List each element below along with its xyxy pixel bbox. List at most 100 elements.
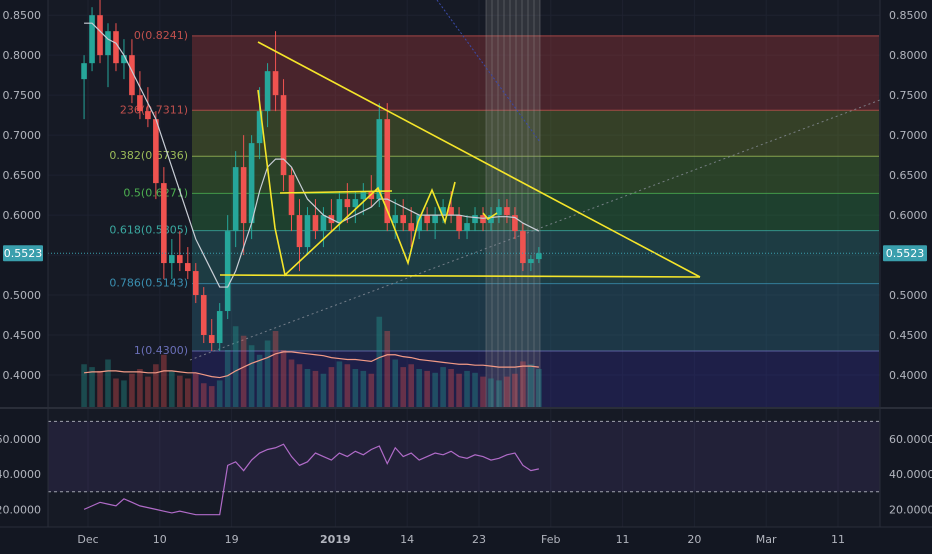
fib-level-label: 0(0.8241) <box>134 29 188 42</box>
time-axis-label: 23 <box>472 533 486 546</box>
triangle-upper-line <box>257 41 701 278</box>
volume-bar <box>456 373 462 407</box>
volume-bar <box>145 376 151 407</box>
volume-bar <box>344 364 351 407</box>
time-axis-label: 2019 <box>320 533 351 546</box>
candle-body <box>536 253 542 260</box>
rsi-axis-tick: 20.0000 <box>889 503 932 516</box>
rsi-axis-tick: 60.0000 <box>889 433 932 446</box>
volume-bar <box>432 372 438 407</box>
volume-bar <box>424 370 430 407</box>
rsi-band <box>48 421 880 492</box>
candle-body <box>256 111 263 144</box>
candle-body <box>264 71 271 112</box>
moving-average-line <box>84 22 540 288</box>
volume-bar <box>384 331 391 407</box>
volume-bar <box>472 372 478 407</box>
rsi-line <box>83 443 539 516</box>
price-axis-tick-left: 0.8500 <box>3 9 42 22</box>
candle-body <box>81 63 87 80</box>
fib-level-label: 236(0.7311) <box>120 103 188 116</box>
time-axis-label: 11 <box>616 533 630 546</box>
volume-ma-line <box>83 351 539 379</box>
volume-bar <box>448 369 454 407</box>
price-axis-tick: 0.4500 <box>889 329 928 342</box>
volume-bar <box>328 367 335 407</box>
candle-body <box>520 231 526 264</box>
volume-bar <box>312 370 319 407</box>
volume-bar <box>264 340 271 407</box>
candle-body <box>424 215 430 224</box>
volume-bar <box>400 367 407 407</box>
volume-bar <box>121 380 127 407</box>
volume-bar <box>360 370 367 407</box>
candle-body <box>153 119 159 184</box>
candle-body <box>161 183 167 264</box>
volume-bar <box>153 364 159 407</box>
fib-zone <box>192 35 879 111</box>
current-price-tag-left <box>3 245 43 262</box>
candle-body <box>177 255 183 264</box>
fib-level-label: 1(0.4300) <box>134 344 188 357</box>
volume-bar <box>192 372 199 407</box>
volume-bar <box>304 369 311 407</box>
price-axis-tick-left: 0.7500 <box>3 89 42 102</box>
candle-body <box>408 223 414 232</box>
volume-bar <box>336 361 343 407</box>
price-axis-tick: 0.8500 <box>889 9 928 22</box>
candle-body <box>352 199 359 208</box>
price-axis-tick: 0.5000 <box>889 289 928 302</box>
price-axis-tick-left: 0.7000 <box>3 129 42 142</box>
pattern-mark <box>482 212 498 221</box>
volume-bar <box>488 378 494 407</box>
fib-zone <box>192 283 879 352</box>
candle-body <box>89 15 95 64</box>
candle-body <box>137 95 143 112</box>
candle-body <box>216 311 223 344</box>
volume-bar <box>216 380 223 407</box>
time-axis-label: 10 <box>153 533 167 546</box>
rsi-pane-background <box>48 409 880 527</box>
volume-bar <box>248 345 255 407</box>
volume-bar <box>208 386 215 407</box>
volume-bar <box>232 326 239 407</box>
time-axis-label: 20 <box>687 533 701 546</box>
candle-body <box>192 271 199 296</box>
volume-bar <box>177 375 183 407</box>
price-axis-tick-left: 0.5000 <box>3 289 42 302</box>
price-axis-tick: 0.4000 <box>889 369 928 382</box>
price-axis-tick-left: 0.4500 <box>3 329 42 342</box>
fib-level-label: 0.618(0.5805) <box>109 224 188 237</box>
volume-bar <box>376 316 383 407</box>
candle-body <box>504 207 510 216</box>
candle-body <box>400 215 407 224</box>
price-pane-background <box>48 0 880 407</box>
price-axis-tick: 0.6000 <box>889 209 928 222</box>
volume-bar <box>520 361 526 407</box>
current-price-label-left: 0.5523 <box>4 247 43 260</box>
volume-bar <box>464 370 470 407</box>
volume-bar <box>296 364 303 407</box>
price-axis-tick-left: 0.4000 <box>3 369 42 382</box>
volume-bar <box>97 370 103 407</box>
price-axis-tick-left: 0.8000 <box>3 49 42 62</box>
candle-body <box>113 31 119 64</box>
triangle-base-line <box>219 274 701 278</box>
volume-bar <box>280 350 287 407</box>
fib-zone <box>192 110 879 157</box>
candle-body <box>272 71 279 96</box>
candle-body <box>121 55 127 64</box>
volume-bar <box>169 370 175 407</box>
candle-body <box>248 143 255 224</box>
wave-pattern <box>257 89 456 277</box>
price-axis-tick: 0.7000 <box>889 129 928 142</box>
volume-bar <box>504 376 510 407</box>
volume-bar <box>320 373 327 407</box>
candle-body <box>464 223 470 232</box>
volume-bar <box>512 373 518 407</box>
candle-body <box>97 15 103 56</box>
price-axis-tick: 0.7500 <box>889 89 928 102</box>
volume-bar <box>256 354 263 407</box>
rsi-axis-tick-left: 20.0000 <box>0 503 41 516</box>
